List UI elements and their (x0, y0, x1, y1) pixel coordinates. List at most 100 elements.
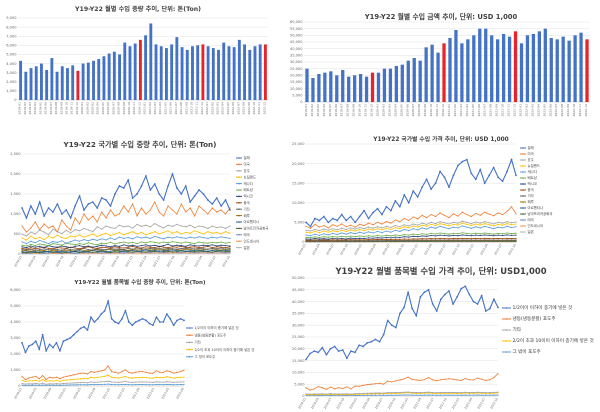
data-point (105, 199, 107, 201)
data-point (403, 194, 406, 196)
data-point (128, 384, 130, 386)
data-point (395, 391, 397, 394)
data-point (407, 201, 410, 204)
x-tick-label: 2019-01 (297, 397, 307, 410)
data-point (55, 379, 58, 381)
legend-label: 미국 (244, 162, 250, 167)
data-point (83, 243, 85, 245)
data-point (65, 225, 67, 227)
x-tick-label: 2022-07 (476, 397, 486, 410)
data-point (145, 384, 147, 386)
data-point (142, 381, 144, 383)
data-point (25, 239, 28, 241)
x-tick-label: 2020-12 (137, 102, 141, 115)
data-point (127, 245, 129, 247)
data-point (123, 249, 125, 251)
data-point (39, 236, 41, 238)
data-point (180, 247, 182, 249)
data-point (105, 239, 107, 241)
bar (370, 72, 375, 102)
data-point (457, 235, 459, 237)
x-tick-label: 2019-10 (339, 243, 349, 256)
x-tick-label: 2021-01 (447, 104, 451, 117)
data-point (475, 239, 477, 241)
data-point (327, 234, 329, 236)
data-point (309, 230, 312, 232)
data-point (224, 199, 227, 201)
data-point (162, 199, 165, 201)
data-point (461, 232, 463, 234)
data-point (148, 377, 151, 379)
x-tick-label: 2022-05 (160, 387, 170, 400)
data-point (387, 394, 389, 396)
data-point (385, 236, 388, 239)
data-point (179, 381, 182, 383)
data-point (104, 375, 106, 377)
data-point (135, 371, 137, 373)
data-point (399, 226, 401, 228)
data-point (224, 227, 227, 229)
data-point (31, 376, 33, 378)
data-point (169, 381, 171, 383)
data-point (479, 239, 481, 241)
series-line (21, 172, 231, 220)
data-point (101, 244, 103, 246)
data-point (497, 212, 499, 214)
data-point (345, 228, 347, 231)
data-point (140, 247, 143, 249)
data-point (70, 251, 72, 253)
data-point (313, 350, 316, 353)
data-point (158, 211, 160, 213)
data-point (417, 234, 419, 236)
data-point (70, 247, 72, 249)
data-point (421, 186, 424, 189)
bar (29, 68, 33, 100)
data-point (510, 206, 513, 208)
bar (341, 70, 345, 102)
data-point (47, 227, 50, 229)
x-tick-label: 2020-01 (80, 102, 84, 115)
data-point (479, 168, 482, 171)
x-tick-label: 2019-07 (49, 102, 53, 115)
data-point (78, 245, 81, 247)
data-point (229, 209, 231, 211)
data-point (171, 173, 174, 175)
data-point (65, 242, 67, 244)
data-point (189, 244, 191, 246)
data-point (69, 217, 72, 219)
data-point (114, 239, 116, 241)
data-point (444, 391, 446, 394)
data-point (497, 237, 499, 240)
data-point (359, 237, 361, 239)
data-point (417, 224, 419, 226)
data-point (501, 233, 504, 235)
data-point (434, 224, 437, 227)
data-point (354, 239, 356, 241)
data-point (145, 234, 147, 236)
data-point (207, 231, 209, 233)
data-point (472, 379, 475, 381)
data-point (479, 214, 481, 216)
data-point (354, 233, 356, 235)
data-point (61, 252, 63, 254)
data-point (52, 241, 54, 243)
data-point (426, 238, 428, 240)
data-point (470, 227, 472, 229)
x-tick-label: 2019-03 (316, 104, 320, 117)
data-point (136, 252, 138, 254)
data-point (56, 203, 59, 205)
data-point (329, 394, 332, 397)
data-point (101, 238, 103, 240)
legend-label: 기타 (195, 340, 202, 345)
data-point (466, 223, 468, 225)
data-point (78, 223, 81, 225)
data-point (47, 247, 50, 249)
bar (382, 68, 387, 102)
data-point (48, 383, 51, 385)
data-point (43, 247, 45, 249)
data-point (485, 392, 487, 394)
data-point (59, 378, 61, 380)
y-tick-label: 9,000 (6, 16, 17, 20)
data-point (363, 239, 365, 241)
series-line (21, 230, 231, 241)
